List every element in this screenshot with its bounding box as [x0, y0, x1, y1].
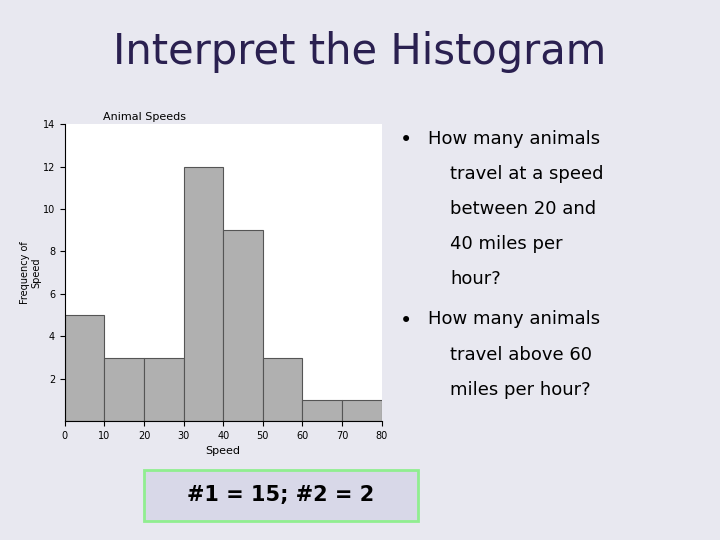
- Text: travel above 60: travel above 60: [450, 346, 592, 363]
- Text: #1 = 15; #2 = 2: #1 = 15; #2 = 2: [187, 485, 374, 505]
- Text: •: •: [400, 130, 412, 150]
- Bar: [144, 357, 184, 421]
- Text: 40 miles per: 40 miles per: [450, 235, 562, 253]
- Bar: [104, 357, 144, 421]
- Text: travel at a speed: travel at a speed: [450, 165, 603, 183]
- Bar: [263, 357, 302, 421]
- FancyBboxPatch shape: [144, 470, 418, 521]
- X-axis label: Speed: Speed: [206, 447, 240, 456]
- Text: •: •: [400, 310, 412, 330]
- Text: miles per hour?: miles per hour?: [450, 381, 590, 399]
- Bar: [65, 315, 104, 421]
- Bar: [184, 167, 223, 421]
- Text: Animal Speeds: Animal Speeds: [103, 112, 186, 122]
- Bar: [223, 230, 263, 421]
- Bar: [342, 400, 382, 421]
- Text: Interpret the Histogram: Interpret the Histogram: [113, 31, 607, 73]
- Y-axis label: Frequency of
Speed: Frequency of Speed: [19, 241, 41, 304]
- Text: hour?: hour?: [450, 270, 500, 288]
- Text: between 20 and: between 20 and: [450, 200, 596, 218]
- Text: How many animals: How many animals: [428, 130, 600, 147]
- Bar: [302, 400, 342, 421]
- Text: How many animals: How many animals: [428, 310, 600, 328]
